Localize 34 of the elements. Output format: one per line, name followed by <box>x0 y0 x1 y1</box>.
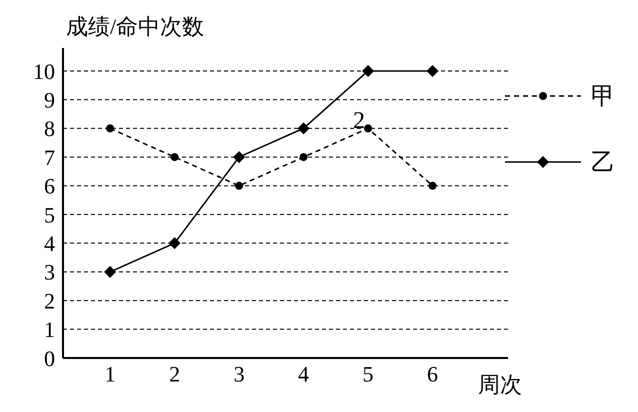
y-axis-title: 成绩/命中次数 <box>66 13 204 41</box>
point <box>168 237 181 250</box>
point <box>300 153 308 162</box>
legend-label: 乙 <box>591 149 615 178</box>
y-tick-label: 4 <box>44 230 55 256</box>
x-tick-label: 2 <box>169 362 180 387</box>
x-tick-label: 5 <box>362 362 374 387</box>
point <box>170 153 179 162</box>
x-axis-title: 周次 <box>478 371 522 399</box>
point <box>426 64 439 77</box>
y-tick-label: 1 <box>44 317 55 342</box>
y-tick-label: 8 <box>44 116 55 142</box>
y-tick-label: 0 <box>44 346 55 371</box>
legend-label: 甲 <box>591 83 615 112</box>
y-tick-label: 3 <box>44 260 55 285</box>
point <box>104 266 116 278</box>
annotation: 2 <box>353 108 365 135</box>
y-tick-label: 2 <box>44 288 55 314</box>
x-tick-label: 4 <box>298 362 310 387</box>
y-tick-label: 5 <box>44 202 55 228</box>
point <box>106 124 114 132</box>
x-tick-label: 6 <box>427 362 438 387</box>
point <box>298 122 310 134</box>
point <box>235 182 244 190</box>
point <box>364 124 372 132</box>
y-tick-label: 7 <box>44 144 55 170</box>
x-tick-label: 3 <box>234 362 245 387</box>
x-tick-label: 1 <box>104 362 116 387</box>
y-tick-label: 6 <box>44 174 55 199</box>
y-tick-label: 10 <box>33 58 55 84</box>
point <box>233 151 246 164</box>
y-tick-label: 9 <box>44 87 55 112</box>
point <box>362 64 374 77</box>
point <box>428 182 437 190</box>
